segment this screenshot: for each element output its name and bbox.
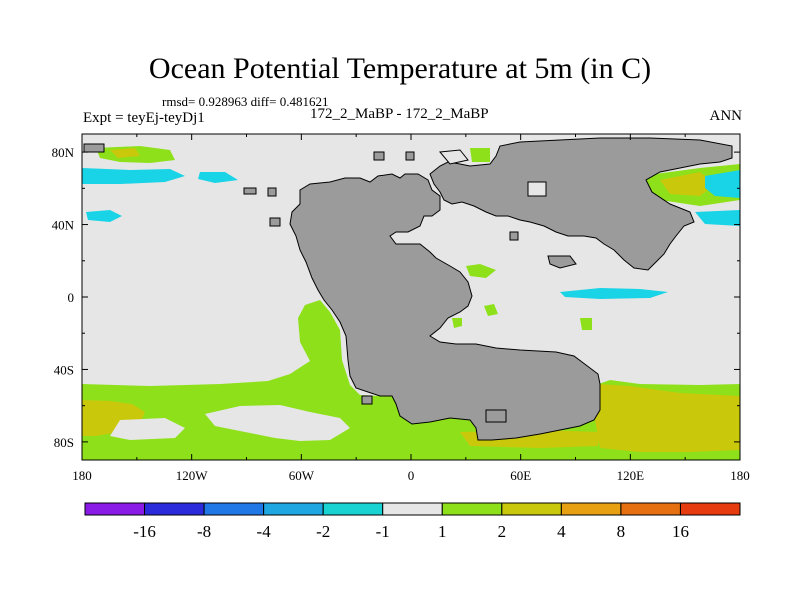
colorbar-swatch — [560, 502, 622, 516]
comparison-label: 172_2_MaBP - 172_2_MaBP — [310, 106, 489, 122]
colorbar-swatch — [144, 502, 205, 516]
land-small-2 — [405, 151, 415, 161]
small-green-2 — [484, 304, 498, 316]
land-small-5 — [269, 217, 281, 227]
land-small-10 — [509, 231, 519, 241]
lon-tick-label: 180 — [730, 468, 750, 483]
north-east-yellow — [660, 172, 715, 196]
colorbar-swatch — [441, 502, 503, 516]
map-panel — [81, 133, 741, 461]
north-pacific-cyan — [82, 168, 185, 184]
colorbar-label: 16 — [672, 522, 689, 541]
north-pacific-cyan-3 — [86, 210, 122, 222]
colorbar-label: 8 — [617, 522, 626, 541]
colorbar: -16 -8 -4 -2 -1 1 2 4 8 16 — [84, 502, 741, 541]
lon-tick-label: 120W — [176, 468, 209, 483]
lon-tick-label: 180 — [72, 468, 92, 483]
lon-tick-label: 60E — [510, 468, 531, 483]
inland-seas — [439, 149, 547, 197]
lat-tick-label: 0 — [68, 290, 75, 305]
land-small-4 — [243, 187, 257, 195]
north-atlantic-green — [470, 148, 490, 162]
land-small-9 — [485, 409, 507, 423]
colorbar-label: -16 — [133, 522, 156, 541]
inland-sea-2 — [439, 149, 469, 165]
colorbar-label: 4 — [557, 522, 566, 541]
land-masses — [83, 137, 733, 441]
land-small-7 — [83, 143, 105, 153]
map-title: Ocean Potential Temperature at 5m (in C) — [148, 52, 652, 85]
southern-yellow-east — [595, 384, 740, 452]
lat-tick-label: 40S — [54, 362, 74, 377]
colorbar-swatch — [679, 502, 741, 516]
colorbar-label: -2 — [316, 522, 330, 541]
small-green-3 — [452, 318, 462, 328]
land-small-8 — [361, 395, 373, 405]
lat-tick-label: 80S — [54, 435, 74, 450]
small-green-1 — [466, 264, 496, 278]
land-small-3 — [267, 187, 277, 197]
lat-tick-label: 40N — [52, 218, 75, 233]
colorbar-swatch — [203, 502, 265, 516]
colorbar-label: -1 — [376, 522, 390, 541]
lon-tick-label: 120E — [617, 468, 645, 483]
colorbar-swatch — [501, 502, 562, 516]
colorbar-swatch — [382, 502, 443, 516]
inland-sea-1 — [527, 181, 547, 197]
equatorial-cyan — [560, 288, 668, 299]
colorbar-label: -4 — [257, 522, 272, 541]
colorbar-label: 2 — [498, 522, 507, 541]
colorbar-label: 1 — [438, 522, 447, 541]
land-west-continent — [289, 173, 601, 441]
north-east-cyan-2 — [695, 210, 740, 226]
lon-tick-label: 0 — [408, 468, 415, 483]
stats-label: rmsd= 0.928963 diff= 0.481621 — [162, 94, 329, 109]
period-label: ANN — [709, 108, 743, 124]
experiment-label: Expt = teyEj-teyDj1 — [83, 110, 205, 126]
north-pacific-cyan-2 — [198, 172, 238, 183]
land-small-1 — [373, 151, 385, 161]
land-small-6 — [547, 255, 577, 269]
colorbar-swatch — [322, 502, 384, 516]
lon-tick-label: 60W — [289, 468, 315, 483]
southern-neutral-patch-2 — [110, 418, 185, 440]
colorbar-swatch — [84, 502, 146, 516]
small-green-4 — [580, 318, 592, 330]
colorbar-swatch — [620, 502, 681, 516]
north-east-cyan — [705, 170, 740, 198]
colorbar-label: -8 — [197, 522, 211, 541]
north-pacific-yellow — [110, 148, 140, 158]
lat-tick-label: 80N — [52, 145, 75, 160]
southern-neutral-patch-1 — [205, 405, 350, 441]
land-northeast-continent — [429, 137, 733, 271]
colorbar-swatch — [263, 502, 324, 516]
map-axes: 180 120W 60W 0 60E 120E 180 80N 40N 0 40S 80S — [52, 134, 750, 483]
